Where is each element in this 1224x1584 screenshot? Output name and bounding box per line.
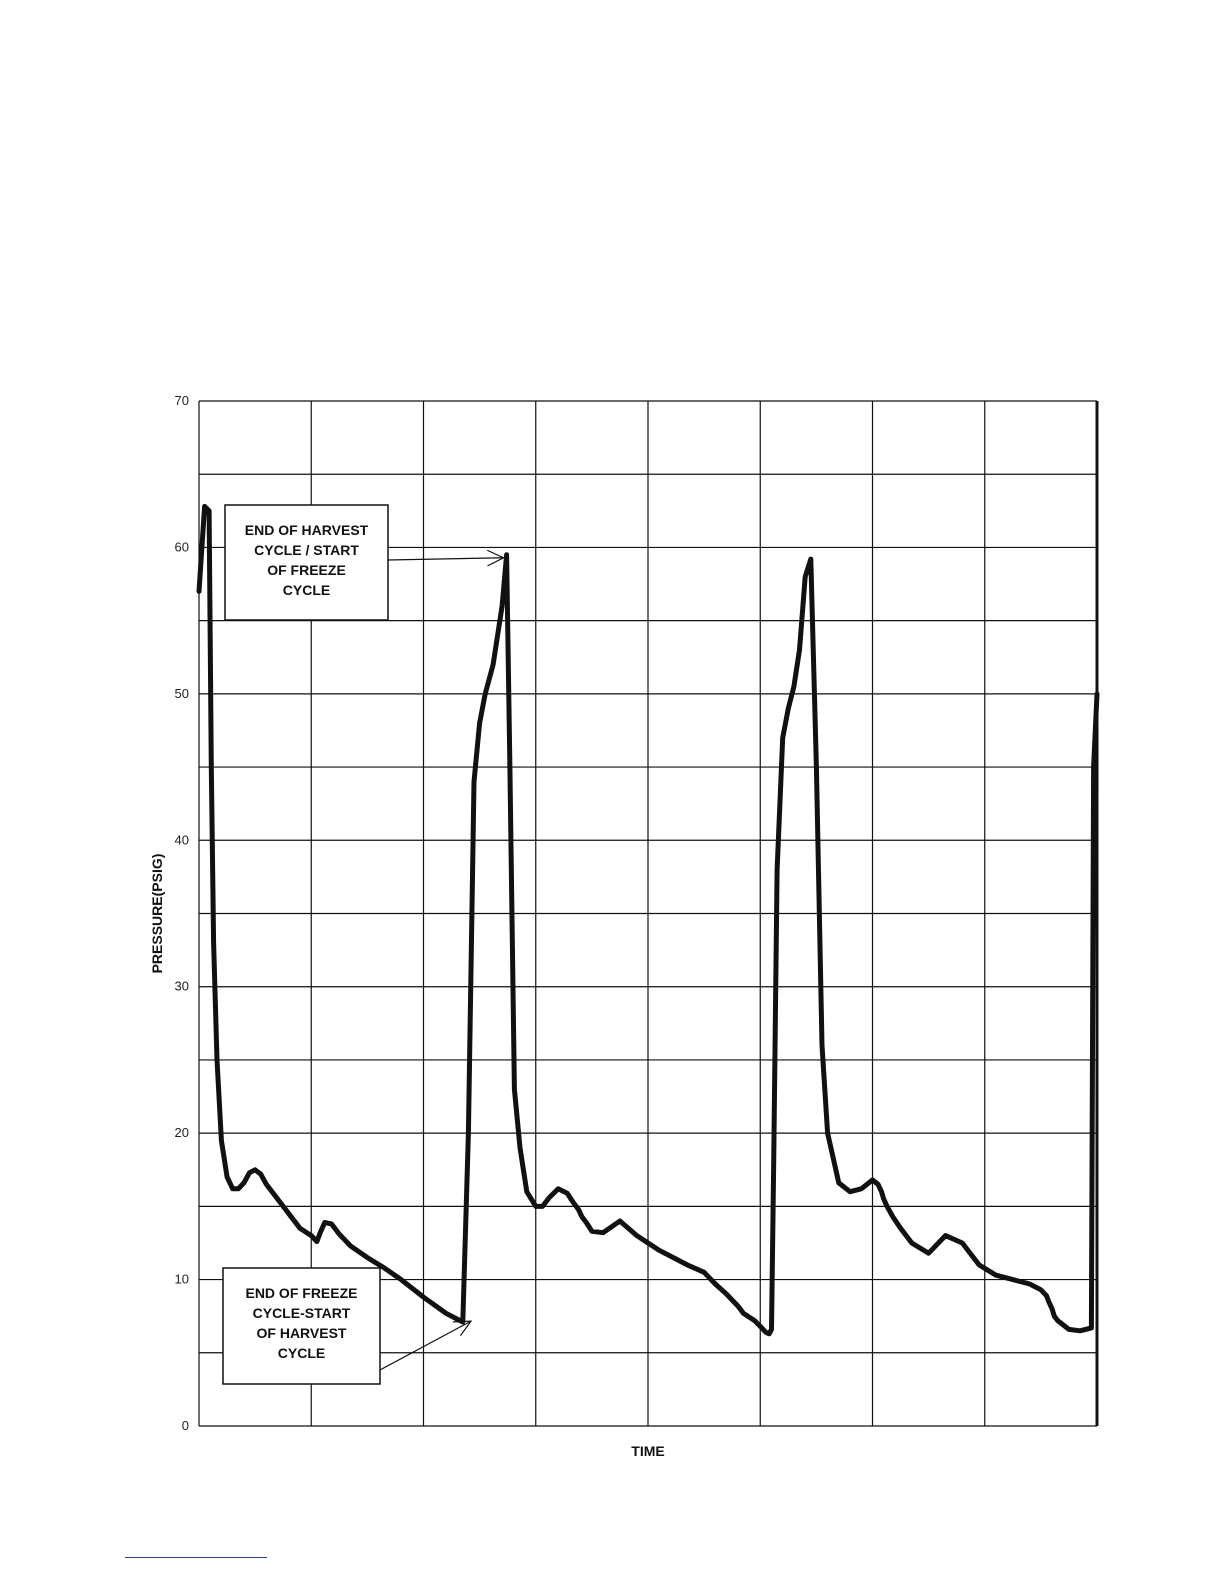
y-tick-label: 70 [175, 393, 189, 408]
footer-rule [125, 1557, 267, 1558]
callout-text-line: CYCLE / START [254, 542, 359, 558]
callout-arrow-line [387, 557, 504, 561]
callout-freeze-end: END OF FREEZE CYCLE-START OF HARVEST CYCLE [222, 1267, 473, 1385]
y-tick-label: 0 [182, 1418, 189, 1433]
callout-text-line: CYCLE-START [253, 1305, 351, 1321]
callout-text-line: CYCLE [278, 1345, 325, 1361]
callout-text-line: OF HARVEST [257, 1325, 347, 1341]
y-tick-label: 40 [175, 832, 189, 847]
y-tick-label: 20 [175, 1125, 189, 1140]
x-axis-title: TIME [631, 1443, 664, 1459]
callout-box [222, 1267, 381, 1385]
callout-harvest-end: END OF HARVEST CYCLE / START OF FREEZE CYCL… [224, 504, 505, 621]
y-tick-label: 50 [175, 686, 189, 701]
y-axis-ticks: 0 10 20 30 40 50 60 70 [175, 393, 189, 1433]
y-axis-title: PRESSURE(PSIG) [149, 854, 165, 974]
y-tick-label: 60 [175, 539, 189, 554]
y-tick-label: 30 [175, 979, 189, 994]
callout-arrow-head [486, 549, 505, 567]
callout-arrow-line [379, 1320, 472, 1371]
y-tick-label: 10 [175, 1272, 189, 1287]
pressure-series-line [196, 503, 1100, 1337]
callout-text-line: CYCLE [283, 582, 330, 598]
callout-text-line: END OF FREEZE [245, 1285, 357, 1301]
callout-text-line: END OF HARVEST [245, 522, 369, 538]
callout-arrow-head [453, 1320, 473, 1337]
callout-text-line: OF FREEZE [267, 562, 346, 578]
callout-box [224, 504, 389, 621]
callouts: END OF HARVEST CYCLE / START OF FREEZE CYCL… [222, 504, 505, 1385]
